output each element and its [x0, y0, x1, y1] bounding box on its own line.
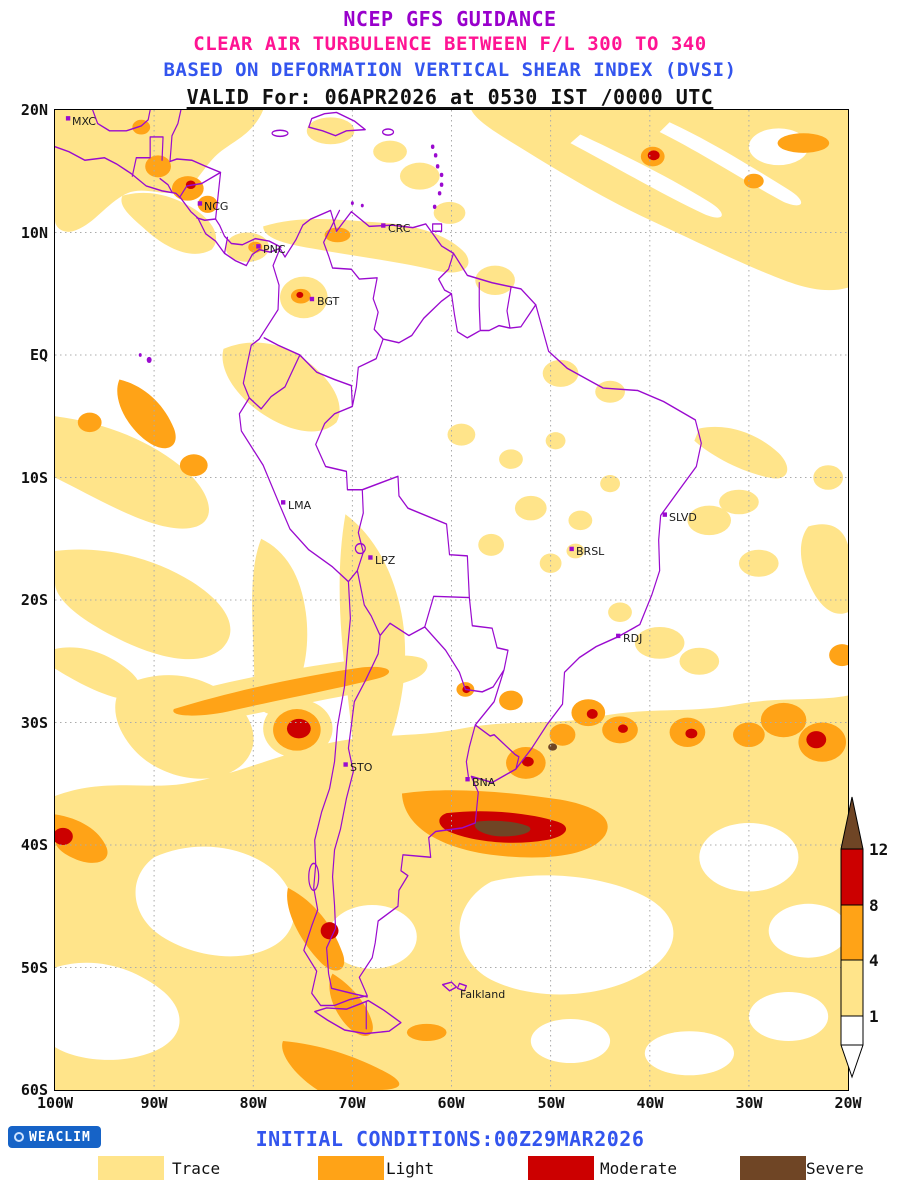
x-axis-label: 20W — [834, 1094, 862, 1112]
white-gap-blobs — [327, 128, 848, 1076]
severe-speck — [548, 743, 558, 751]
legend-swatch-moderate — [528, 1156, 594, 1180]
y-axis-label: 10S — [20, 468, 48, 487]
y-axis-label: 10N — [20, 223, 48, 242]
y-axis-label: 40S — [20, 836, 48, 854]
islands-outlines — [308, 111, 467, 992]
legend-swatch-severe — [740, 1156, 806, 1180]
colorbar-value: 4 — [869, 951, 879, 970]
y-axis-label: 30S — [20, 713, 48, 732]
weaclim-badge: WEACLIM — [8, 1126, 101, 1148]
x-axis-label: 70W — [338, 1094, 366, 1112]
city-labels: MXC NCG CRC PNC BGT LMA LPZ BRSL SLVD RD… — [72, 115, 697, 1001]
country-borders — [248, 209, 537, 998]
y-axis-label: EQ — [29, 346, 48, 364]
city-label: RDJ — [623, 632, 642, 645]
city-markers — [65, 116, 667, 782]
x-axis-label: 50W — [537, 1094, 565, 1112]
city-label: STO — [350, 761, 373, 774]
light-shading — [55, 379, 608, 1090]
colorbar — [840, 796, 864, 1079]
moderate-specks — [55, 150, 827, 940]
colorbar-moderate-segment — [841, 849, 863, 905]
city-label: Falkland — [460, 988, 505, 1001]
central-america-borders — [131, 136, 229, 255]
y-axis-label: 50S — [20, 958, 48, 977]
legend-swatch-light — [318, 1156, 384, 1180]
weaclim-brand-label: WEACLIM — [29, 1129, 91, 1145]
legend-label-trace: Trace — [172, 1159, 221, 1178]
city-label: CRC — [388, 222, 411, 235]
x-axis-label: 90W — [140, 1094, 168, 1112]
title-method: BASED ON DEFORMATION VERTICAL SHEAR INDE… — [163, 59, 737, 81]
city-label: PNC — [263, 243, 286, 256]
puerto-rico-island — [382, 128, 395, 136]
city-label: BNA — [472, 776, 496, 789]
colorbar-trace-segment — [841, 960, 863, 1016]
city-label: MXC — [72, 115, 96, 128]
title-valid-time: VALID For: 06APR2026 at 0530 IST /0000 U… — [186, 85, 714, 109]
y-axis-label: 20S — [20, 591, 48, 609]
city-label: SLVD — [669, 511, 697, 524]
city-label: BRSL — [576, 545, 605, 558]
colorbar-value: 8 — [869, 896, 879, 915]
y-axis-label: 20N — [20, 101, 48, 119]
colorbar-severe-segment — [841, 797, 863, 849]
title-product: CLEAR AIR TURBULENCE BETWEEN F/L 300 TO … — [193, 33, 707, 55]
colorbar-none-segment — [841, 1016, 863, 1077]
x-axis-label: 40W — [636, 1094, 664, 1112]
weaclim-logo-icon — [14, 1132, 24, 1142]
city-label: NCG — [204, 200, 228, 213]
map-svg: MXC NCG CRC PNC BGT LMA LPZ BRSL SLVD RD… — [55, 110, 848, 1090]
colorbar-value: 1 — [869, 1007, 879, 1026]
title-model: NCEP GFS GUIDANCE — [343, 7, 557, 31]
y-axis-label: 60S — [20, 1081, 48, 1099]
map-plot: MXC NCG CRC PNC BGT LMA LPZ BRSL SLVD RD… — [54, 109, 849, 1091]
geo-borders — [55, 110, 702, 1035]
x-axis-label: 60W — [437, 1094, 465, 1112]
colorbar-light-segment — [841, 905, 863, 960]
lake-titicaca — [354, 542, 366, 555]
x-axis-label: 100W — [36, 1094, 74, 1112]
central-america-coastline — [55, 110, 282, 267]
south-america-coastline — [238, 209, 702, 1007]
city-label: LPZ — [375, 554, 396, 567]
lesser-antilles-icons — [138, 144, 444, 363]
severe-shading — [474, 820, 531, 837]
legend-label-severe: Severe — [806, 1159, 864, 1178]
tierra-del-fuego — [314, 999, 402, 1035]
colorbar-ticks — [841, 848, 863, 1046]
legend-swatch-trace — [98, 1156, 164, 1180]
colorbar-value: 12 — [869, 840, 889, 859]
x-axis-label: 30W — [735, 1094, 763, 1112]
x-axis-label: 80W — [239, 1094, 267, 1112]
legend-label-moderate: Moderate — [600, 1159, 678, 1178]
jamaica-island — [271, 129, 289, 138]
city-label: LMA — [288, 499, 312, 512]
chiloe-island — [308, 862, 320, 892]
city-label: BGT — [317, 295, 339, 308]
legend-label-light: Light — [386, 1159, 435, 1178]
initial-conditions-text: INITIAL CONDITIONS:00Z29MAR2026 — [255, 1127, 645, 1151]
